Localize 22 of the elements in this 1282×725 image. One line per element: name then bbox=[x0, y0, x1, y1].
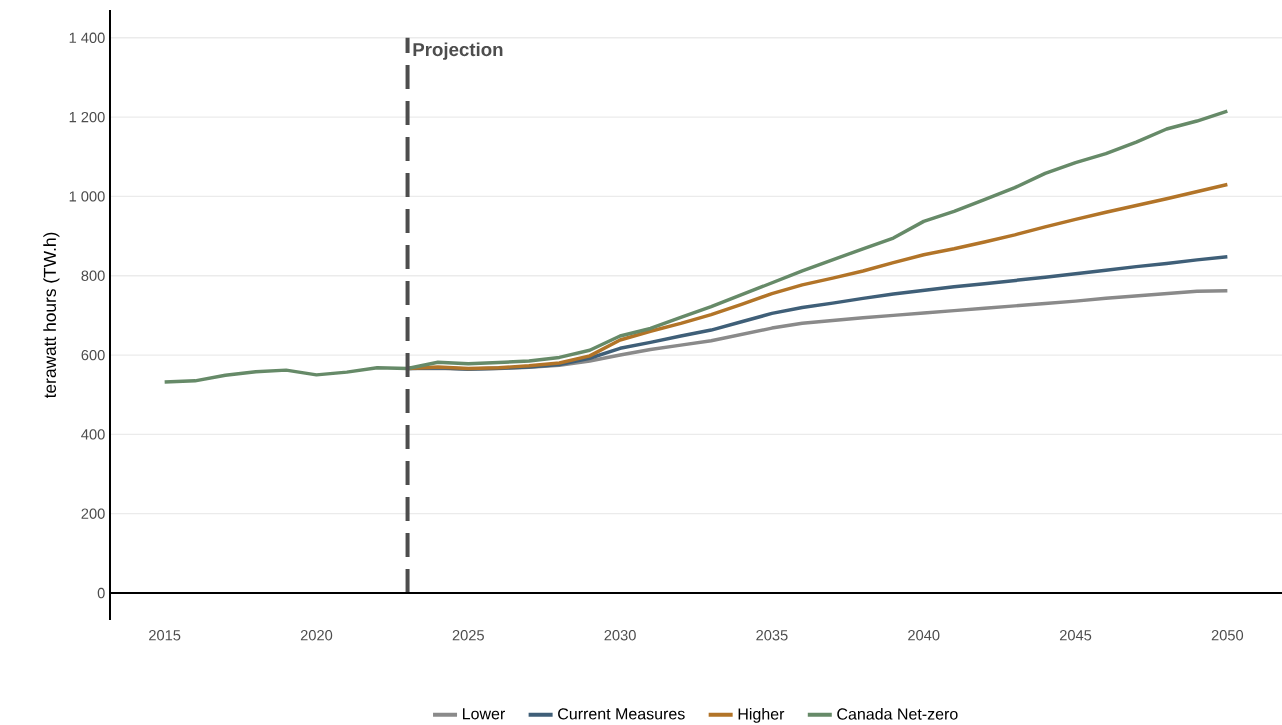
y-tick-label: 200 bbox=[81, 508, 105, 519]
legend-label: Higher bbox=[738, 707, 785, 723]
legend-label: Current Measures bbox=[558, 708, 685, 720]
y-tick-label: 1 000 bbox=[69, 191, 105, 202]
y-tick-label: 400 bbox=[81, 429, 105, 440]
x-tick-label: 2050 bbox=[1211, 630, 1244, 641]
x-tick-label: 2035 bbox=[756, 630, 788, 641]
x-tick-label: 2030 bbox=[604, 630, 636, 641]
y-tick-label: 600 bbox=[81, 349, 105, 361]
y-tick-label: 0 bbox=[97, 587, 105, 599]
y-tick-label: 1 200 bbox=[69, 111, 105, 123]
x-tick-label: 2020 bbox=[300, 630, 333, 641]
y-axis-title: terawatt hours (TW.h) bbox=[43, 232, 60, 399]
y-tick-label: 800 bbox=[81, 270, 105, 281]
legend-label: Canada Net-zero bbox=[837, 707, 958, 720]
x-tick-label: 2045 bbox=[1059, 630, 1092, 641]
y-tick-label: 1 400 bbox=[69, 32, 105, 43]
x-tick-label: 2015 bbox=[149, 630, 181, 641]
x-tick-label: 2040 bbox=[908, 630, 940, 641]
x-tick-label: 2025 bbox=[452, 630, 484, 641]
ref-line-label: Projection bbox=[413, 42, 503, 60]
legend-label: Lower bbox=[463, 708, 505, 720]
